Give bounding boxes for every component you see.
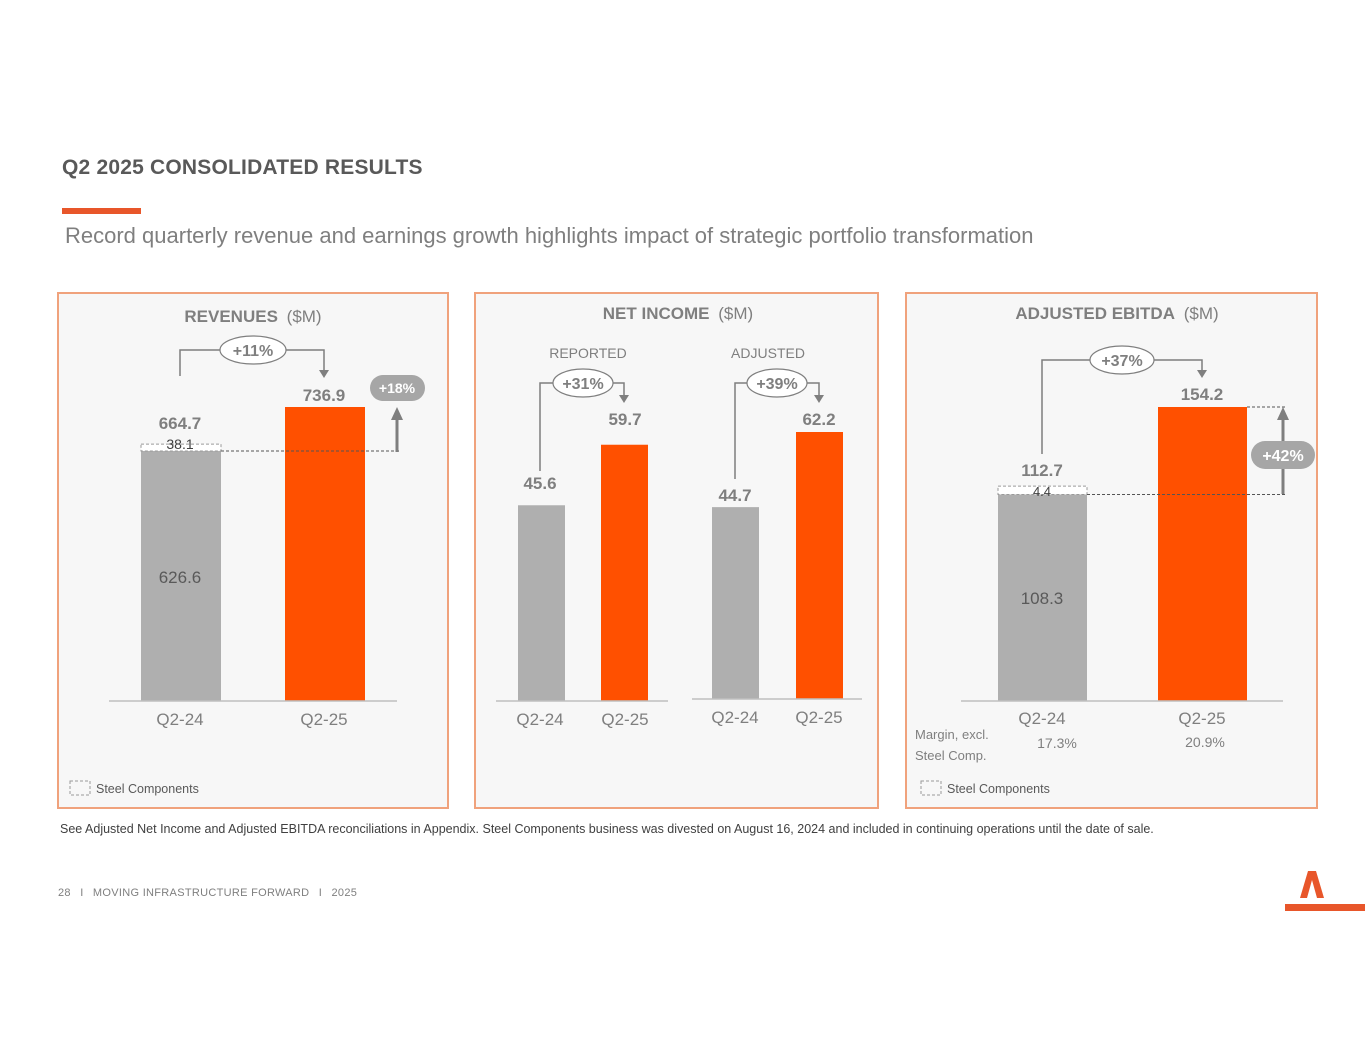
svg-text:NET INCOME ($M): NET INCOME ($M): [603, 304, 753, 323]
ebitda-xtick-q2-25: Q2-25: [1178, 709, 1225, 728]
revenues-legend-label: Steel Components: [96, 782, 199, 796]
reported-bar-q2-25: [601, 444, 648, 701]
svg-text:REVENUES ($M): REVENUES ($M): [184, 307, 321, 326]
reported-value-q2-25: 59.7: [608, 410, 641, 429]
margin-label-line1: Margin, excl.: [915, 727, 989, 742]
net-income-unit: ($M): [718, 304, 753, 323]
reported-xtick-q2-25: Q2-25: [601, 710, 648, 729]
arrow-down-icon: [1197, 370, 1207, 378]
arrow-up-icon: [391, 407, 403, 420]
revenues-base-label: 626.6: [159, 568, 202, 587]
revenues-bar-q2-24: [141, 451, 221, 701]
footer-tagline: MOVING INFRASTRUCTURE FORWARD: [92, 887, 310, 899]
adjusted-xtick-q2-25: Q2-25: [795, 708, 842, 727]
ebitda-bar-q2-25: [1158, 407, 1247, 701]
title-accent-bar: [62, 208, 141, 214]
page-subtitle: Record quarterly revenue and earnings gr…: [65, 223, 1034, 248]
adjusted-value-q2-25: 62.2: [802, 410, 835, 429]
arrow-down-icon: [619, 395, 629, 403]
adjusted-growth-connector: [734, 382, 748, 479]
adjusted-value-q2-24: 44.7: [718, 486, 751, 505]
page-number: 28: [58, 887, 71, 899]
adjusted-bar-q2-25: [796, 432, 843, 699]
adjusted-xtick-q2-24: Q2-24: [711, 708, 758, 727]
ebitda-growth-bubble: [1089, 345, 1155, 375]
ebitda-bar-q2-24: [998, 494, 1087, 701]
net-income-chart: NET INCOME ($M) REPORTED ADJUSTED +31% +…: [496, 304, 862, 729]
ebitda-growth-connector: [1041, 359, 1091, 454]
revenues-growth-connector: [179, 349, 221, 376]
revenues-title: REVENUES: [184, 307, 278, 326]
margin-q2-24: 17.3%: [1037, 735, 1077, 751]
revenues-excl-steel-growth: +18%: [379, 380, 416, 396]
revenues-unit: ($M): [287, 307, 322, 326]
reported-growth-connector-right: [610, 382, 625, 398]
company-logo-icon: [1285, 871, 1365, 911]
revenues-total-q2-24: 664.7: [159, 414, 202, 433]
ebitda-total-q2-25: 154.2: [1181, 385, 1224, 404]
arrow-down-icon: [319, 370, 329, 378]
net-income-panel: NET INCOME ($M) REPORTED ADJUSTED +31% +…: [474, 292, 879, 809]
ebitda-xtick-q2-24: Q2-24: [1018, 709, 1065, 728]
revenues-chart: REVENUES ($M) +11% +18% 664.7 736.9 38.1…: [69, 307, 425, 796]
revenues-bar-q2-25: [285, 407, 365, 701]
revenues-steel-label: 38.1: [166, 436, 193, 452]
adjusted-group-label: ADJUSTED: [731, 345, 805, 361]
arrow-down-icon: [814, 395, 824, 403]
ebitda-total-q2-24: 112.7: [1021, 461, 1063, 480]
net-income-title: NET INCOME: [603, 304, 710, 323]
revenues-growth-label: +11%: [233, 343, 273, 360]
adjusted-bar-q2-24: [712, 507, 759, 699]
ebitda-panel: ADJUSTED EBITDA ($M) +37% +42% 112.7 154…: [905, 292, 1318, 809]
reported-growth-label: +31%: [562, 376, 603, 393]
svg-text:ADJUSTED EBITDA ($M): ADJUSTED EBITDA ($M): [1015, 304, 1218, 323]
reported-xtick-q2-24: Q2-24: [516, 710, 563, 729]
legend-swatch-icon: [69, 780, 91, 796]
margin-label-line2: Steel Comp.: [915, 748, 987, 763]
ebitda-chart: ADJUSTED EBITDA ($M) +37% +42% 112.7 154…: [915, 304, 1315, 796]
revenues-growth-bubble: [219, 335, 287, 365]
ebitda-growth-connector-right: [1153, 359, 1203, 374]
adjusted-growth-connector-right: [806, 382, 820, 398]
revenues-total-q2-25: 736.9: [303, 386, 346, 405]
ebitda-excl-steel-growth: +42%: [1262, 448, 1303, 465]
page-footer: 28 I MOVING INFRASTRUCTURE FORWARD I 202…: [58, 887, 363, 899]
footer-separator: I: [80, 887, 84, 899]
ebitda-excl-steel-badge: [1251, 441, 1315, 469]
revenues-xtick-q2-25: Q2-25: [300, 710, 347, 729]
legend-swatch-icon: [920, 780, 942, 796]
ebitda-steel-label: 4.4: [1033, 484, 1051, 499]
ebitda-growth-label: +37%: [1101, 353, 1142, 370]
revenues-steel-components-segment: [140, 443, 222, 452]
ebitda-base-label: 108.3: [1021, 589, 1064, 608]
revenues-excl-steel-badge: [370, 375, 425, 401]
ebitda-unit: ($M): [1184, 304, 1219, 323]
footnote: See Adjusted Net Income and Adjusted EBI…: [60, 822, 1154, 836]
reported-value-q2-24: 45.6: [523, 474, 556, 493]
reported-growth-connector: [539, 382, 556, 471]
revenues-xtick-q2-24: Q2-24: [156, 710, 203, 729]
reported-group-label: REPORTED: [549, 345, 627, 361]
footer-separator: I: [318, 887, 323, 899]
reported-growth-bubble: [552, 368, 614, 398]
page-title: Q2 2025 CONSOLIDATED RESULTS: [62, 156, 423, 179]
revenues-growth-connector-right: [285, 349, 325, 374]
arrow-up-icon: [1277, 407, 1289, 420]
ebitda-legend-label: Steel Components: [947, 782, 1050, 796]
ebitda-steel-components-segment: [997, 485, 1088, 496]
revenues-panel: REVENUES ($M) +11% +18% 664.7 736.9 38.1…: [57, 292, 449, 809]
footer-year: 2025: [331, 887, 358, 899]
adjusted-growth-label: +39%: [756, 376, 797, 393]
reported-bar-q2-24: [518, 505, 565, 701]
adjusted-growth-bubble: [746, 368, 808, 398]
margin-q2-25: 20.9%: [1185, 734, 1225, 750]
ebitda-title: ADJUSTED EBITDA: [1015, 304, 1175, 323]
